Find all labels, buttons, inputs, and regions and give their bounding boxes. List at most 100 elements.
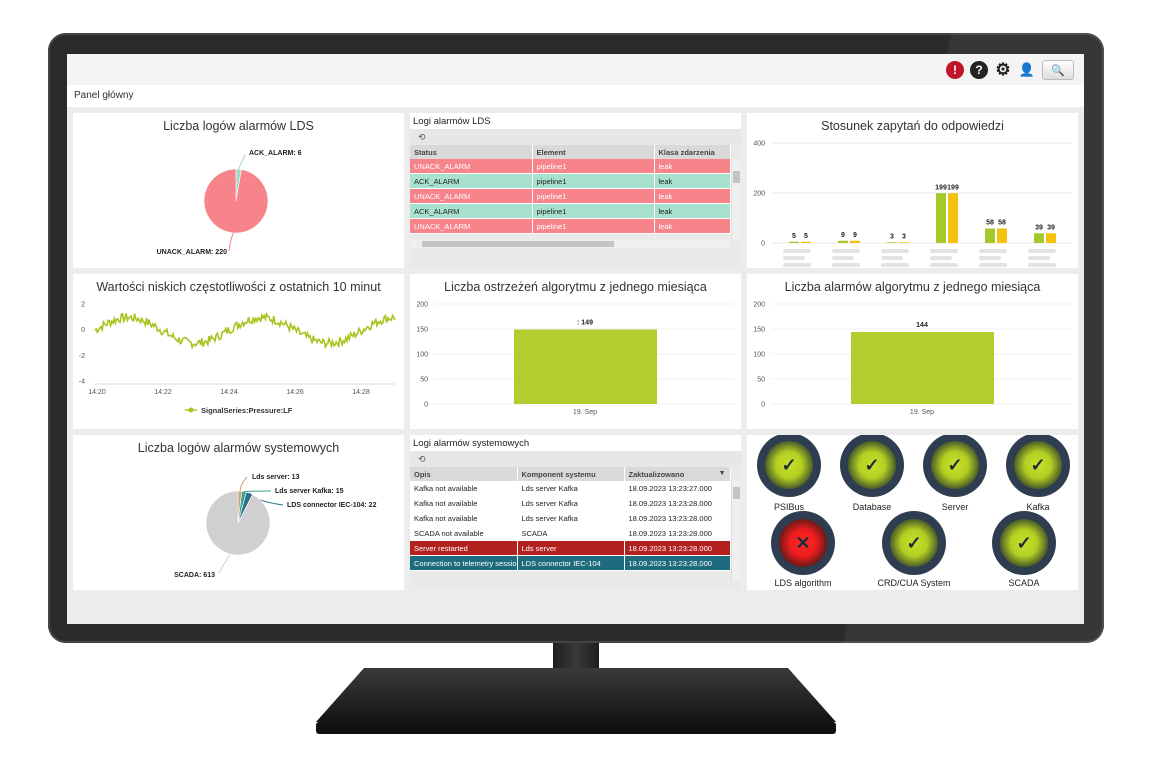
table-cell: Lds server Kafka <box>517 481 625 496</box>
system-log-grid: ⟲ Opis Komponent systemu Zaktualizowano ▼ K… <box>410 451 741 590</box>
pie-label: SCADA: 613 <box>174 572 215 579</box>
warnings-bar-chart: 200 150 100 50 0: 149 19. Sep <box>416 302 735 416</box>
blurred-label <box>881 249 909 253</box>
table-cell: 18.09.2023 13:23:28.000 <box>624 555 731 571</box>
column-header[interactable]: Opis <box>410 467 518 481</box>
bar <box>887 242 897 243</box>
grid-toolbar: ⟲ <box>410 451 741 467</box>
blurred-label <box>930 256 952 260</box>
check-icon: ✓ <box>864 455 879 475</box>
pie-slice <box>203 168 269 234</box>
pie-label: Lds server Kafka: 15 <box>275 488 344 495</box>
column-header[interactable]: Komponent systemu <box>517 467 625 481</box>
y-tick-label: 2 <box>81 302 85 309</box>
table-row[interactable]: SCADA not available SCADA 18.09.2023 13:23… <box>410 525 731 541</box>
table-row[interactable]: ACK_ALARM pipeline1 leak <box>410 173 731 189</box>
status-label: LDS algorithm <box>774 578 831 588</box>
data-label: 39 <box>1047 224 1055 231</box>
status-glow <box>779 519 827 567</box>
blurred-label <box>881 256 903 260</box>
system-pie-chart: Lds server: 13 Lds server Kafka: 15 LDS co… <box>174 474 377 579</box>
table-cell: 18.09.2023 13:23:27.000 <box>624 481 731 496</box>
blurred-label <box>783 249 811 253</box>
pie-label: UNACK_ALARM: 220 <box>157 249 228 256</box>
table-cell: 18.09.2023 13:23:28.000 <box>624 540 731 556</box>
ratio-bar-chart: 400 200 0 5 5 9 9 3 3 199 199 58 58 39 39 <box>753 141 1072 267</box>
horizontal-scrollbar[interactable] <box>410 240 730 248</box>
table-cell: leak <box>654 188 731 204</box>
lds-alarm-log-panel: Logi alarmów LDS ⟲ Status Element Klasa zd… <box>410 113 741 268</box>
status-glow <box>1000 519 1048 567</box>
check-icon: ✓ <box>947 455 962 475</box>
table-cell: 18.09.2023 13:23:28.000 <box>624 525 731 541</box>
table-cell: Connection to telemetry session <box>410 555 518 571</box>
status-glow <box>848 441 896 489</box>
y-tick-label: 400 <box>753 141 765 148</box>
data-label: 144 <box>916 322 928 329</box>
panel-title: Wartości niskich częstotliwości z ostatn… <box>96 280 381 294</box>
table-row[interactable]: Kafka not available Lds server Kafka 18.09… <box>410 510 731 526</box>
column-header[interactable]: Klasa zdarzenia <box>654 145 731 159</box>
table-row[interactable]: UNACK_ALARM pipeline1 leak <box>410 218 731 234</box>
refresh-icon[interactable]: ⟲ <box>418 454 426 464</box>
x-tick-label: 14:24 <box>220 389 238 396</box>
app-screen: ! ? ⚙ 👤 🔍 Panel główny Liczba logów alar… <box>67 54 1084 624</box>
column-header[interactable]: Status <box>410 145 533 159</box>
table-cell: leak <box>654 159 731 174</box>
table-row[interactable]: UNACK_ALARM pipeline1 leak <box>410 159 731 174</box>
table-cell: pipeline1 <box>532 188 655 204</box>
panel-title: Logi alarmów systemowych <box>413 438 530 449</box>
vertical-scrollbar[interactable] <box>731 481 741 581</box>
y-tick-label: 100 <box>753 352 765 359</box>
data-label: 9 <box>853 232 857 239</box>
data-label: 199 <box>947 184 959 191</box>
pie-label: ACK_ALARM: 6 <box>249 150 302 157</box>
status-label: PSIBus <box>774 502 805 512</box>
y-tick-label: -2 <box>79 353 85 360</box>
table-row[interactable]: Server restarted Lds server 18.09.2023 13:… <box>410 540 731 556</box>
table-cell: UNACK_ALARM <box>410 188 533 204</box>
y-tick-label: 200 <box>753 191 765 198</box>
table-row[interactable]: UNACK_ALARM pipeline1 leak <box>410 188 731 204</box>
table-cell: LDS connector IEC-104 <box>517 555 625 571</box>
table-row[interactable]: Kafka not available Lds server Kafka 18.09… <box>410 495 731 511</box>
blurred-label <box>832 256 854 260</box>
bar <box>1046 233 1056 243</box>
table-cell: Kafka not available <box>410 495 518 511</box>
system-alarm-log-panel: Logi alarmów systemowych ⟲ Opis Komponent… <box>410 435 741 590</box>
table-row[interactable]: Kafka not available Lds server Kafka 18.09… <box>410 481 731 496</box>
grid-toolbar: ⟲ <box>410 129 741 145</box>
y-tick-label: 200 <box>416 302 428 309</box>
help-icon[interactable]: ? <box>970 61 988 79</box>
alert-icon[interactable]: ! <box>946 61 964 79</box>
search-button[interactable]: 🔍 <box>1042 60 1074 80</box>
table-cell: pipeline1 <box>532 173 655 189</box>
blurred-label <box>930 249 958 253</box>
pie-label: LDS connector IEC-104: 22 <box>287 502 377 509</box>
panel-title: Liczba ostrzeżeń algorytmu z jednego mie… <box>444 280 707 294</box>
blurred-label <box>930 263 958 267</box>
vertical-scrollbar[interactable] <box>731 159 741 239</box>
refresh-icon[interactable]: ⟲ <box>418 132 426 142</box>
table-cell: pipeline1 <box>532 159 655 174</box>
column-header[interactable]: Zaktualizowano ▼ <box>624 467 731 481</box>
series-line <box>94 311 396 350</box>
column-header[interactable]: Element <box>532 145 655 159</box>
data-label: 5 <box>804 233 808 240</box>
blurred-label <box>832 249 860 253</box>
table-row[interactable]: ACK_ALARM pipeline1 leak <box>410 203 731 219</box>
gear-icon[interactable]: ⚙ <box>995 60 1011 79</box>
user-icon[interactable]: 👤 <box>1018 62 1036 77</box>
sort-icon[interactable]: ▼ <box>718 469 726 477</box>
blurred-label <box>979 263 1007 267</box>
breadcrumb[interactable]: Panel główny <box>67 85 1084 107</box>
data-label: : 149 <box>577 320 593 327</box>
data-label: 39 <box>1035 224 1043 231</box>
status-glow <box>931 441 979 489</box>
table-row[interactable]: Connection to telemetry session LDS conne… <box>410 555 731 571</box>
x-tick-label: 19. Sep <box>910 409 934 416</box>
y-tick-label: 150 <box>753 327 765 334</box>
bar <box>899 242 909 243</box>
data-label: 5 <box>792 233 796 240</box>
bar <box>851 332 994 404</box>
